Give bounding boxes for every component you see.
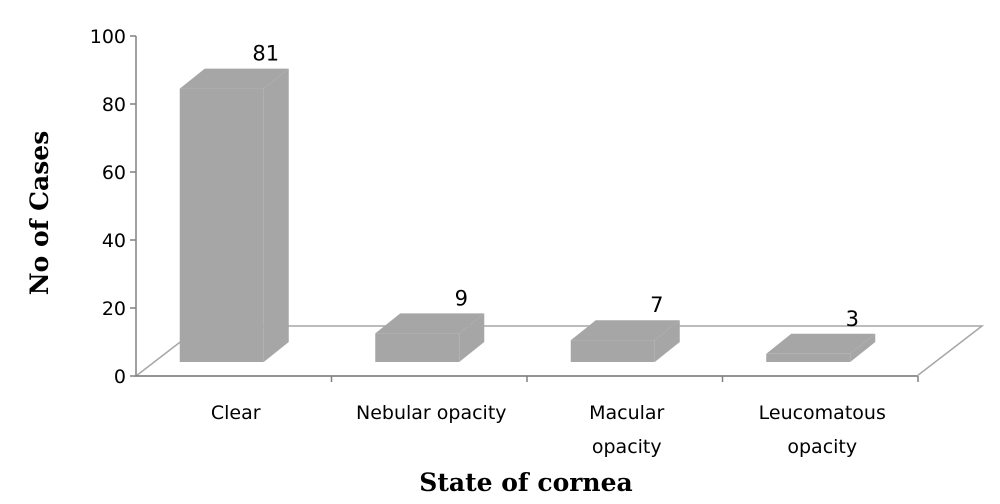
y-tick-label: 20 (102, 298, 126, 320)
data-label: 7 (650, 293, 663, 317)
y-tick-label: 40 (102, 230, 126, 252)
bar-top (375, 313, 485, 334)
bar-side (850, 333, 876, 362)
bar-top (179, 68, 289, 89)
y-ticks: 0 20 40 60 80 100 (90, 26, 136, 388)
category-labels: Clear Nebular opacity Macular opacity Leucom… (211, 402, 886, 458)
data-label: 9 (455, 286, 468, 310)
bar-side (459, 313, 485, 362)
x-ticks (330, 376, 919, 382)
data-label: 3 (846, 307, 859, 331)
y-tick-label: 100 (90, 26, 126, 48)
bar (570, 320, 680, 362)
bar-side (263, 68, 289, 362)
data-labels: 81 9 7 3 (252, 42, 859, 331)
bar (179, 68, 289, 362)
bar-front (179, 88, 264, 362)
category-label: Leucomatous opacity (759, 402, 886, 458)
y-tick-label: 80 (102, 94, 126, 116)
y-tick-label: 0 (114, 366, 126, 388)
bar-front (766, 353, 851, 362)
bar-top (766, 333, 876, 354)
bar (766, 333, 876, 362)
category-label: Clear (211, 402, 261, 424)
x-axis-title: State of cornea (419, 468, 632, 497)
category-label: Macular opacity (589, 402, 664, 458)
bar-front (375, 333, 460, 362)
y-axis-title: No of Cases (25, 131, 54, 296)
y-tick-label: 60 (102, 162, 126, 184)
data-label: 81 (252, 42, 279, 66)
category-label: Nebular opacity (356, 402, 507, 424)
bar (375, 313, 485, 362)
bars (179, 68, 876, 362)
bar-top (570, 320, 680, 341)
bar-side (654, 320, 680, 362)
bar-front (570, 340, 655, 362)
